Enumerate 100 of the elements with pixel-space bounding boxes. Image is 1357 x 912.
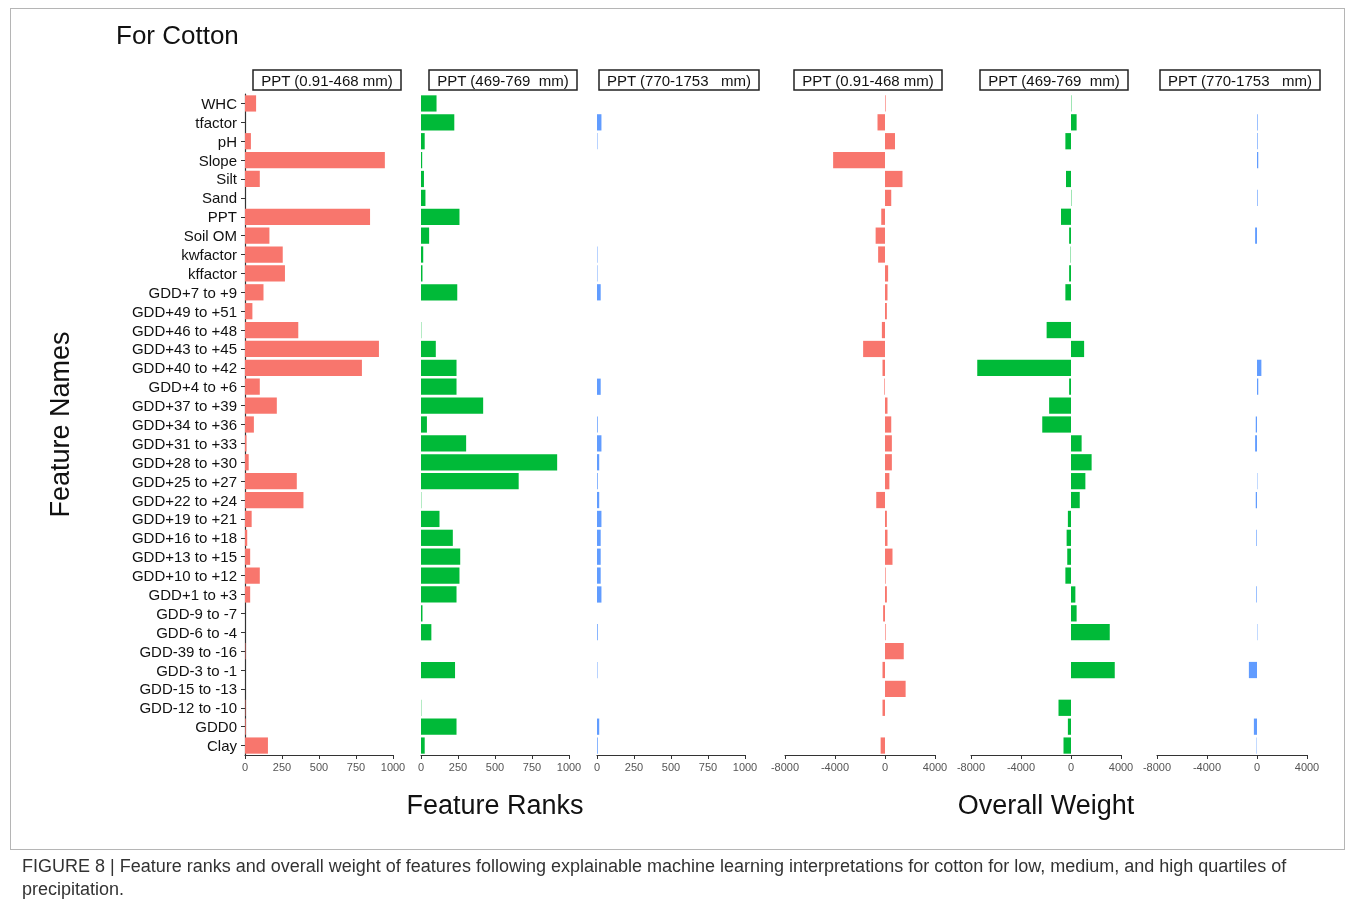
bar [421,548,461,565]
y-tick-label: GDD-15 to -13 [139,680,237,698]
bar [885,473,890,490]
bar [1065,567,1071,584]
bar [875,227,885,244]
bar [885,454,892,471]
bar [1066,529,1071,546]
y-axis-title: Feature Names [44,331,75,518]
bar [1071,473,1086,490]
bar [421,718,457,735]
bar [245,378,260,395]
bar [245,265,285,282]
bar [421,340,436,358]
x-axis-title: Feature Ranks [406,789,584,820]
bar [245,340,379,358]
x-tick-label: 500 [661,760,681,773]
x-tick-label: 500 [309,760,329,773]
x-tick-label: 0 [417,760,425,773]
y-tick-label: GDD+34 to +36 [131,416,237,433]
bar [245,359,362,376]
bar [421,454,558,471]
bar [245,737,268,754]
y-tick-label: GDD+16 to +18 [131,529,237,547]
chart-title: PPT (770-1753 mm) [607,72,751,89]
bar [245,586,251,603]
y-tick-label: GDD-12 to -10 [139,699,237,717]
y-tick-label: GDD+49 to +51 [131,302,237,320]
chart-title: PPT (469-769 mm) [437,72,569,89]
bar [245,284,264,301]
x-tick-label: 250 [272,760,292,773]
x-tick-label: 250 [448,760,468,773]
bar [245,208,371,225]
bar [421,529,453,546]
bar [1049,397,1071,414]
y-tick-label: GDD-6 to -4 [156,623,237,641]
x-tick-label: 750 [346,760,366,773]
bar [1066,170,1071,188]
bar [245,246,283,263]
bar [245,133,251,150]
y-tick-label: GDD+13 to +15 [131,548,237,566]
bar [881,208,885,225]
bar [245,491,304,509]
bar [421,95,437,112]
bar [421,510,440,528]
x-tick-label: 750 [522,760,542,773]
bar [421,567,460,584]
x-tick-label: -8000 [956,760,986,773]
bar [885,189,892,206]
bar [1067,510,1071,528]
bar [245,151,385,169]
y-tick-label: Silt [216,170,238,188]
x-tick-label: 1000 [556,760,582,773]
bar [245,303,253,320]
bar [1071,454,1092,471]
y-tick-label: Slope [198,151,237,169]
y-tick-label: GDD-9 to -7 [156,604,237,622]
bar [885,680,906,698]
y-tick-label: GDD+40 to +42 [131,359,237,377]
x-tick-label: 0 [241,760,249,773]
y-tick-label: GDD+28 to +30 [131,453,237,471]
bar [1071,491,1080,509]
bar [245,321,299,339]
y-tick-label: GDD+46 to +48 [131,321,237,339]
bar [1063,737,1071,754]
bar [885,529,888,546]
bar [245,548,251,565]
chart-title: PPT (0.91-468 mm) [261,72,393,89]
bar [421,227,430,244]
bar [421,586,457,603]
bar [1042,416,1071,433]
bar [1071,586,1076,603]
bar [863,340,885,358]
y-tick-label: GDD+10 to +12 [131,567,237,585]
bar [1065,133,1071,150]
bar [885,397,888,414]
bar [880,737,885,754]
x-tick-label: 250 [624,760,644,773]
bar [885,643,904,660]
y-tick-label: Clay [206,737,238,755]
bar [421,208,460,225]
bar [245,397,277,414]
bar [1058,699,1071,716]
bar [245,510,252,528]
bar [878,246,885,263]
bar [421,435,467,452]
bar [1071,435,1082,452]
y-tick-label: GDD+25 to +27 [131,472,237,490]
x-tick-label: 1000 [732,760,758,773]
bar [245,95,257,112]
x-tick-label: 0 [881,760,889,773]
bar [876,491,885,509]
y-tick-label: pH [217,132,237,150]
x-tick-label: -4000 [820,760,850,773]
bar [245,416,254,433]
x-tick-label: 500 [485,760,505,773]
y-tick-label: tfactor [195,113,237,131]
bar [421,246,424,263]
bar [421,133,425,150]
bar [245,567,260,584]
bar [885,170,903,188]
